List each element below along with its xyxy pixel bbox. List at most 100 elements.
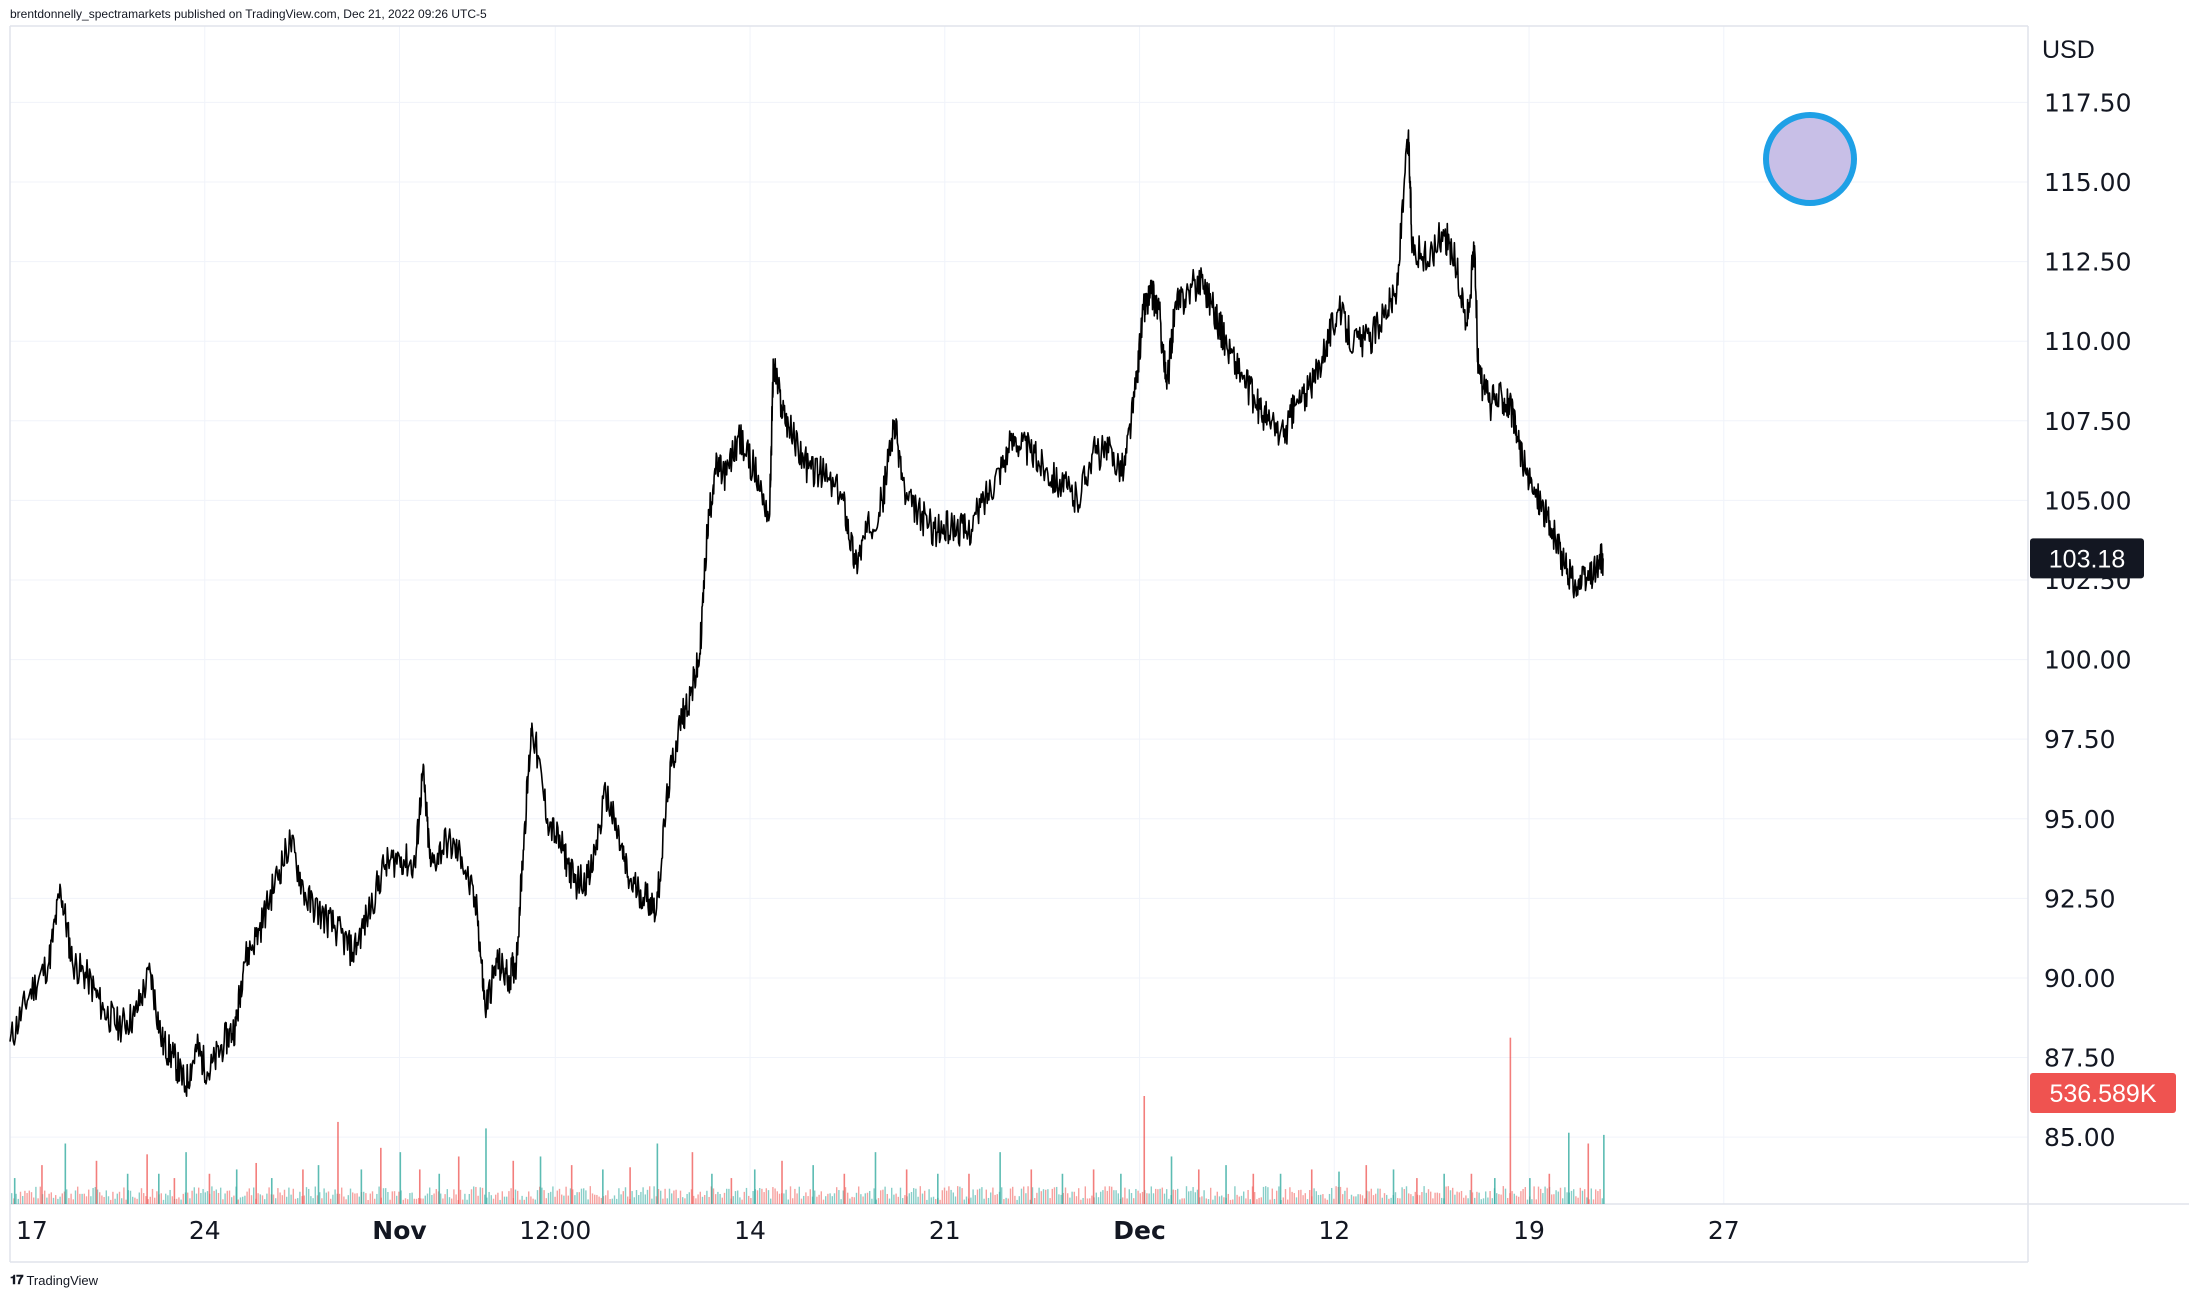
volume-bar bbox=[1027, 1186, 1029, 1204]
volume-bar bbox=[138, 1192, 140, 1204]
volume-bar bbox=[1163, 1193, 1166, 1204]
volume-bar bbox=[1467, 1198, 1469, 1204]
volume-spike bbox=[1470, 1173, 1473, 1204]
volume-bar bbox=[1449, 1190, 1452, 1204]
volume-bar bbox=[198, 1187, 200, 1204]
volume-bar bbox=[393, 1191, 396, 1204]
volume-spike bbox=[1143, 1096, 1146, 1204]
volume-spike bbox=[1061, 1173, 1064, 1204]
volume-bar bbox=[1071, 1191, 1073, 1204]
volume-bar bbox=[974, 1195, 976, 1204]
volume-bar bbox=[1031, 1187, 1034, 1204]
volume-spike bbox=[337, 1121, 339, 1204]
volume-bar bbox=[110, 1199, 112, 1204]
volume-bar bbox=[1504, 1188, 1507, 1204]
tradingview-footer[interactable]: 𝟏𝟕 TradingView bbox=[10, 1272, 98, 1288]
volume-spike bbox=[1030, 1169, 1033, 1204]
volume-bar bbox=[224, 1193, 226, 1204]
volume-bar bbox=[1478, 1192, 1480, 1204]
volume-bar bbox=[429, 1187, 431, 1204]
volume-bar bbox=[1254, 1192, 1256, 1204]
volume-bar bbox=[1388, 1198, 1390, 1204]
volume-bar bbox=[292, 1188, 294, 1204]
volume-bar bbox=[655, 1196, 657, 1204]
volume-bar bbox=[1515, 1195, 1518, 1204]
volume-bar bbox=[81, 1193, 83, 1204]
volume-bar bbox=[1463, 1197, 1465, 1204]
volume-bar bbox=[1146, 1193, 1148, 1204]
volume-bar bbox=[440, 1193, 442, 1204]
volume-spike bbox=[1493, 1178, 1496, 1204]
volume-bar bbox=[1599, 1189, 1601, 1204]
volume-bar bbox=[558, 1188, 561, 1204]
volume-bar bbox=[1304, 1193, 1306, 1204]
volume-bar bbox=[486, 1197, 488, 1204]
volume-bar bbox=[994, 1194, 996, 1204]
volume-bar bbox=[607, 1190, 609, 1204]
volume-bar bbox=[591, 1193, 594, 1204]
volume-bar bbox=[719, 1193, 721, 1204]
volume-bar bbox=[1331, 1187, 1333, 1204]
volume-bar bbox=[609, 1199, 611, 1204]
volume-bar bbox=[1069, 1197, 1071, 1204]
volume-bar bbox=[347, 1195, 349, 1204]
price-series-line bbox=[9, 129, 1604, 1097]
target-marker-circle bbox=[1763, 112, 1857, 206]
volume-bar bbox=[1183, 1198, 1185, 1204]
volume-bar bbox=[1229, 1199, 1232, 1204]
volume-bar bbox=[1007, 1198, 1009, 1204]
volume-bar bbox=[1344, 1190, 1346, 1204]
volume-bar bbox=[1124, 1187, 1126, 1204]
volume-spike bbox=[146, 1154, 148, 1204]
volume-bar bbox=[838, 1190, 840, 1204]
volume-bar bbox=[226, 1190, 228, 1204]
volume-bar bbox=[420, 1198, 422, 1204]
volume-bar bbox=[1577, 1197, 1579, 1204]
volume-bar bbox=[308, 1188, 310, 1204]
volume-bar bbox=[563, 1195, 565, 1204]
volume-bar bbox=[547, 1192, 550, 1204]
volume-bar bbox=[1251, 1186, 1254, 1204]
volume-spike bbox=[602, 1169, 604, 1204]
volume-bar bbox=[1309, 1190, 1311, 1204]
volume-bar bbox=[1551, 1194, 1553, 1204]
volume-bar bbox=[92, 1187, 94, 1204]
volume-bar bbox=[1408, 1193, 1410, 1204]
volume-bar bbox=[272, 1194, 275, 1204]
volume-bar bbox=[1377, 1188, 1379, 1204]
volume-bar bbox=[70, 1193, 72, 1204]
volume-bar bbox=[1586, 1197, 1588, 1204]
volume-bar bbox=[640, 1191, 642, 1204]
volume-bar bbox=[369, 1193, 371, 1204]
volume-bar bbox=[1113, 1190, 1115, 1204]
volume-bar bbox=[396, 1195, 398, 1204]
volume-bar bbox=[675, 1189, 677, 1204]
volume-bar bbox=[314, 1186, 316, 1204]
volume-bar bbox=[959, 1186, 961, 1204]
volume-bar bbox=[904, 1195, 906, 1204]
time-axis-tick-label: Dec bbox=[1113, 1216, 1166, 1245]
volume-bar bbox=[48, 1193, 50, 1204]
volume-bar bbox=[37, 1198, 39, 1204]
volume-bar bbox=[723, 1192, 726, 1204]
tradingview-brand-label: TradingView bbox=[26, 1272, 99, 1288]
volume-bar bbox=[684, 1198, 686, 1204]
volume-bar bbox=[1597, 1191, 1599, 1204]
volume-bar bbox=[732, 1196, 734, 1204]
volume-bar bbox=[657, 1188, 660, 1204]
volume-bar bbox=[402, 1199, 404, 1204]
volume-bar bbox=[1155, 1188, 1157, 1204]
volume-bar bbox=[521, 1195, 523, 1204]
volume-bar bbox=[1313, 1188, 1315, 1204]
volume-bar bbox=[1029, 1199, 1031, 1204]
volume-bar bbox=[288, 1187, 290, 1204]
volume-bar bbox=[1056, 1186, 1058, 1204]
volume-bar bbox=[1018, 1196, 1020, 1204]
volume-bar bbox=[1333, 1198, 1335, 1204]
volume-spike bbox=[656, 1143, 659, 1204]
volume-bar bbox=[1476, 1191, 1478, 1204]
volume-bar bbox=[1276, 1190, 1278, 1204]
volume-spike bbox=[711, 1173, 713, 1204]
volume-bar bbox=[1216, 1191, 1218, 1204]
